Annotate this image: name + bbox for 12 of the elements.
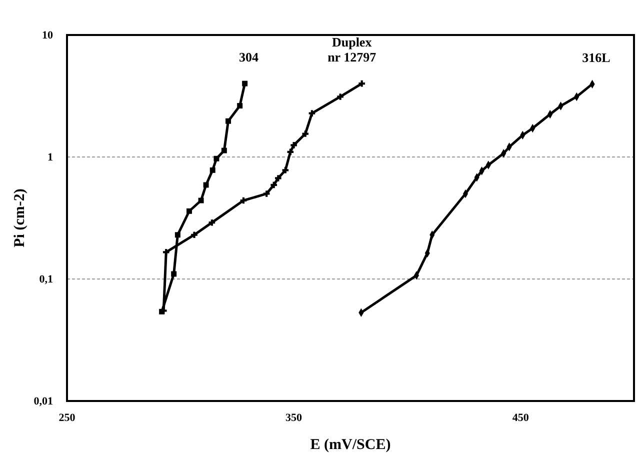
series-label: Duplex nr 12797 <box>328 34 377 65</box>
series-label: 304 <box>239 50 260 65</box>
x-tick-label: 350 <box>286 412 303 424</box>
y-axis-title: Pi (cm-2) <box>12 188 28 248</box>
y-tick-label: 0,01 <box>34 396 53 408</box>
y-tick-label: 0,1 <box>39 274 53 286</box>
x-axis-title: E (mV/SCE) <box>310 437 391 453</box>
x-tick-label: 250 <box>58 412 76 424</box>
x-tick-label: 450 <box>512 412 530 424</box>
series-label: 316L <box>582 50 611 66</box>
y-tick-label: 1 <box>48 152 53 164</box>
y-tick-label: 10 <box>42 30 54 42</box>
